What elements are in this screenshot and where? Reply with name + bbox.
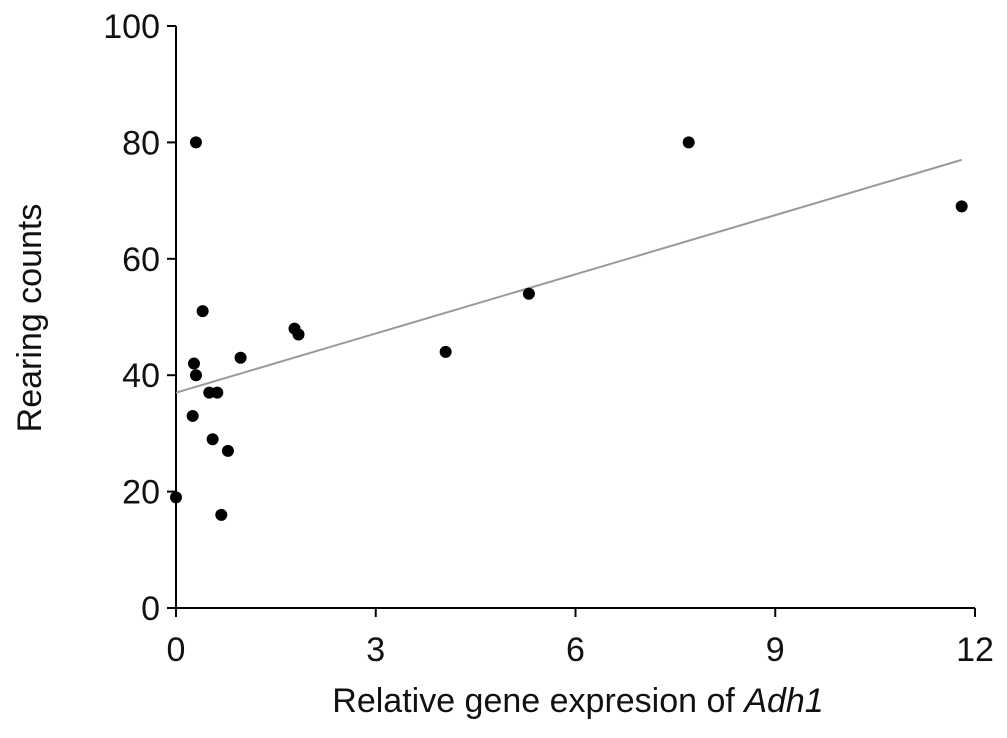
y-tick-label: 20	[122, 474, 160, 512]
data-point	[522, 287, 535, 300]
data-point	[682, 136, 695, 149]
data-point	[215, 508, 228, 521]
data-point	[189, 369, 202, 382]
trendline	[175, 158, 962, 394]
y-axis-ticks: 0 20 40 60 80 100	[103, 8, 176, 628]
y-tick-label: 40	[122, 357, 160, 395]
data-point	[292, 328, 305, 341]
x-tick-label: 12	[956, 631, 994, 669]
data-point	[439, 345, 452, 358]
data-point	[955, 200, 968, 213]
data-point	[234, 351, 247, 364]
x-tick-label: 0	[167, 631, 186, 669]
data-point	[187, 357, 200, 370]
scatter-points	[170, 136, 968, 521]
x-axis-title-main: Relative gene expresion of	[332, 682, 744, 720]
y-axis-title: Rearing counts	[11, 204, 49, 433]
data-point	[206, 433, 219, 446]
y-tick-label: 80	[122, 124, 160, 162]
data-point	[170, 491, 182, 504]
x-tick-label: 3	[366, 631, 385, 669]
y-tick-label: 100	[103, 8, 160, 46]
x-axis-ticks: 0 3 6 9 12	[167, 608, 994, 669]
y-tick-label: 60	[122, 241, 160, 279]
x-axis-title-gene: Adh1	[742, 682, 823, 720]
data-point	[189, 136, 202, 149]
data-point	[211, 386, 224, 399]
x-tick-label: 9	[766, 631, 785, 669]
x-axis-title: Relative gene expresion of Adh1	[332, 682, 823, 720]
data-point	[196, 305, 209, 318]
x-tick-label: 6	[566, 631, 585, 669]
data-point	[221, 444, 234, 457]
data-point	[186, 409, 199, 422]
y-tick-label: 0	[141, 590, 160, 628]
